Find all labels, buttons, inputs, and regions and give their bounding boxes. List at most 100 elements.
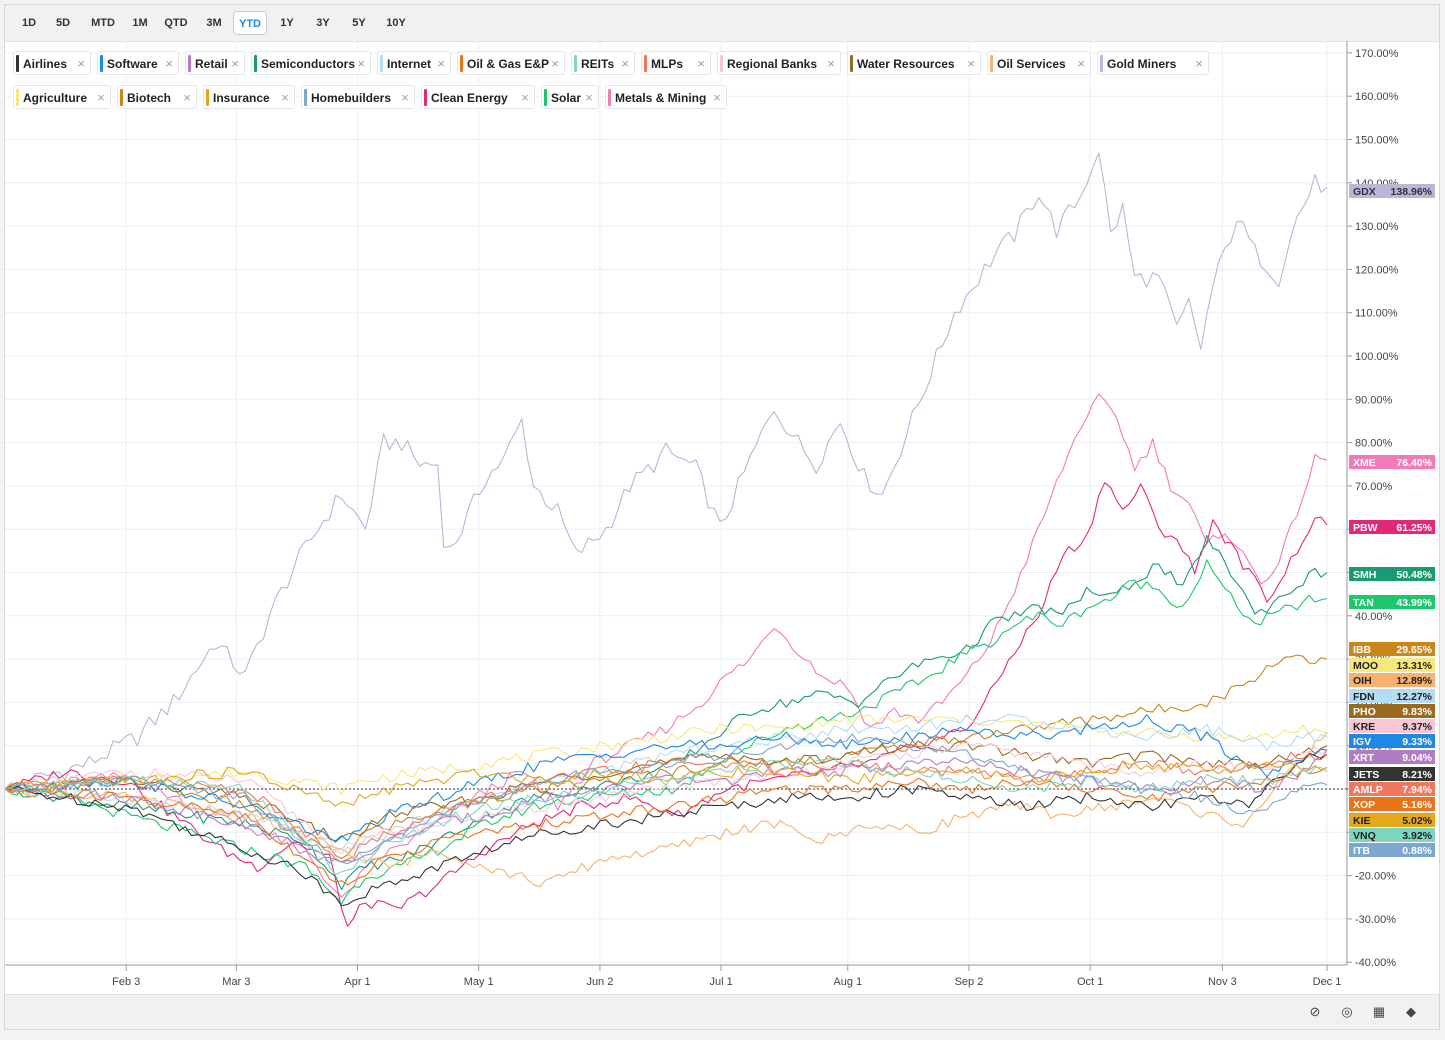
legend-chip[interactable]: Regional Banks × bbox=[717, 51, 841, 75]
range-button-3m[interactable]: 3M bbox=[206, 17, 222, 29]
range-button-qtd[interactable]: QTD bbox=[164, 17, 188, 29]
end-label-xme: XME 76.40% bbox=[1349, 455, 1435, 469]
legend-label: Oil & Gas E&P bbox=[467, 57, 550, 71]
end-label-smh: SMH 50.48% bbox=[1349, 567, 1435, 581]
series-line-gdx bbox=[5, 152, 1328, 790]
bottom-toolbar: ⊘ ◎ ▦ ◆ bbox=[5, 994, 1439, 1029]
legend-label: Agriculture bbox=[23, 91, 88, 105]
range-button-mtd[interactable]: MTD bbox=[91, 17, 115, 29]
remove-series-icon[interactable]: × bbox=[401, 90, 409, 105]
legend-chip[interactable]: Clean Energy × bbox=[421, 85, 535, 109]
remove-series-icon[interactable]: × bbox=[281, 90, 289, 105]
remove-series-icon[interactable]: × bbox=[1077, 56, 1085, 71]
range-button-1d[interactable]: 1D bbox=[21, 17, 37, 29]
end-label-value: 12.89% bbox=[1396, 675, 1432, 687]
legend-chip[interactable]: Homebuilders × bbox=[301, 85, 415, 109]
legend-chip[interactable]: Gold Miners × bbox=[1097, 51, 1209, 75]
remove-series-icon[interactable]: × bbox=[713, 90, 721, 105]
remove-series-icon[interactable]: × bbox=[697, 56, 705, 71]
legend-chip[interactable]: Agriculture × bbox=[13, 85, 111, 109]
end-label-box bbox=[1349, 455, 1435, 469]
x-tick-label: Aug 1 bbox=[833, 976, 862, 988]
end-label-ticker: JETS bbox=[1353, 769, 1379, 781]
end-label-box bbox=[1349, 184, 1435, 198]
series-line-xop bbox=[5, 766, 1328, 886]
end-label-box bbox=[1349, 673, 1435, 687]
end-label-box bbox=[1349, 782, 1435, 796]
y-tick-label: -20.00% bbox=[1355, 871, 1396, 883]
range-button-ytd[interactable]: YTD bbox=[233, 11, 267, 35]
remove-series-icon[interactable]: × bbox=[585, 90, 593, 105]
y-tick-label: 100.00% bbox=[1355, 351, 1399, 363]
end-label-box bbox=[1349, 689, 1435, 703]
legend-label: Retail bbox=[195, 57, 228, 71]
remove-series-icon[interactable]: × bbox=[551, 56, 559, 71]
end-label-box bbox=[1349, 813, 1435, 827]
legend-swatch bbox=[1100, 55, 1103, 72]
x-tick-label: Apr 1 bbox=[344, 976, 370, 988]
remove-series-icon[interactable]: × bbox=[357, 56, 365, 71]
legend-swatch bbox=[720, 55, 723, 72]
legend-chip[interactable]: REITs × bbox=[571, 51, 635, 75]
legend-chip[interactable]: Solar × bbox=[541, 85, 599, 109]
end-label-tan: TAN 43.99% bbox=[1349, 595, 1435, 609]
tag-icon[interactable]: ◆ bbox=[1406, 1004, 1416, 1019]
remove-series-icon[interactable]: × bbox=[827, 56, 835, 71]
legend-chip[interactable]: MLPs × bbox=[641, 51, 711, 75]
remove-series-icon[interactable]: × bbox=[521, 90, 529, 105]
remove-series-icon[interactable]: × bbox=[967, 56, 975, 71]
end-label-ticker: PBW bbox=[1353, 522, 1378, 534]
remove-series-icon[interactable]: × bbox=[183, 90, 191, 105]
legend-chip[interactable]: Oil Services × bbox=[987, 51, 1091, 75]
end-label-value: 9.33% bbox=[1402, 736, 1432, 748]
y-tick-label: 90.00% bbox=[1355, 394, 1393, 406]
end-label-moo: MOO 13.31% bbox=[1349, 658, 1435, 672]
end-label-kie: KIE 5.02% bbox=[1349, 813, 1435, 827]
remove-series-icon[interactable]: × bbox=[165, 56, 173, 71]
range-button-10y[interactable]: 10Y bbox=[386, 17, 406, 29]
legend-chip[interactable]: Airlines × bbox=[13, 51, 91, 75]
remove-series-icon[interactable]: × bbox=[231, 56, 239, 71]
legend-label: Semiconductors bbox=[261, 57, 356, 71]
range-button-1m[interactable]: 1M bbox=[132, 17, 148, 29]
legend-chip[interactable]: Water Resources × bbox=[847, 51, 981, 75]
legend-chip[interactable]: Software × bbox=[97, 51, 179, 75]
legend-chip[interactable]: Insurance × bbox=[203, 85, 295, 109]
range-button-3y[interactable]: 3Y bbox=[316, 17, 330, 29]
range-button-5d[interactable]: 5D bbox=[55, 17, 71, 29]
end-label-ticker: XOP bbox=[1353, 799, 1375, 811]
legend-label: Solar bbox=[551, 91, 582, 105]
end-label-ticker: KRE bbox=[1353, 721, 1375, 733]
range-button-1y[interactable]: 1Y bbox=[280, 17, 294, 29]
legend-swatch bbox=[460, 55, 463, 72]
end-label-box bbox=[1349, 719, 1435, 733]
x-tick-label: Oct 1 bbox=[1077, 976, 1103, 988]
legend-chip[interactable]: Oil & Gas E&P × bbox=[457, 51, 565, 75]
remove-series-icon[interactable]: × bbox=[437, 56, 445, 71]
legend-swatch bbox=[16, 55, 19, 72]
chart-style-icon[interactable]: ◎ bbox=[1341, 1004, 1353, 1019]
grid-icon[interactable]: ▦ bbox=[1372, 1004, 1386, 1019]
end-label-value: 138.96% bbox=[1391, 186, 1433, 198]
remove-series-icon[interactable]: × bbox=[1195, 56, 1203, 71]
series-line-pbw bbox=[5, 482, 1328, 927]
y-tick-label: 40.00% bbox=[1355, 611, 1393, 623]
legend-chip[interactable]: Retail × bbox=[185, 51, 245, 75]
remove-series-icon[interactable]: × bbox=[97, 90, 105, 105]
end-label-value: 61.25% bbox=[1396, 522, 1432, 534]
remove-series-icon[interactable]: × bbox=[621, 56, 629, 71]
series-line-amlp bbox=[5, 751, 1328, 863]
legend-chip[interactable]: Metals & Mining × bbox=[605, 85, 727, 109]
end-label-oih: OIH 12.89% bbox=[1349, 673, 1435, 687]
legend-chip[interactable]: Internet × bbox=[377, 51, 451, 75]
range-button-5y[interactable]: 5Y bbox=[352, 17, 366, 29]
legend-chip[interactable]: Semiconductors × bbox=[251, 51, 371, 75]
legend-chip[interactable]: Biotech × bbox=[117, 85, 197, 109]
legend-swatch bbox=[304, 89, 307, 106]
remove-series-icon[interactable]: × bbox=[77, 56, 85, 71]
hide-lines-icon[interactable]: ⊘ bbox=[1309, 1004, 1321, 1019]
x-tick-label: Sep 2 bbox=[955, 976, 984, 988]
chart-frame: 1D 5D MTD 1M QTD 3M YTD 1Y 3Y 5Y 10Y 170.00% 160.00… bbox=[4, 4, 1440, 1030]
end-label-itb: ITB 0.88% bbox=[1349, 843, 1435, 857]
end-label-box bbox=[1349, 567, 1435, 581]
